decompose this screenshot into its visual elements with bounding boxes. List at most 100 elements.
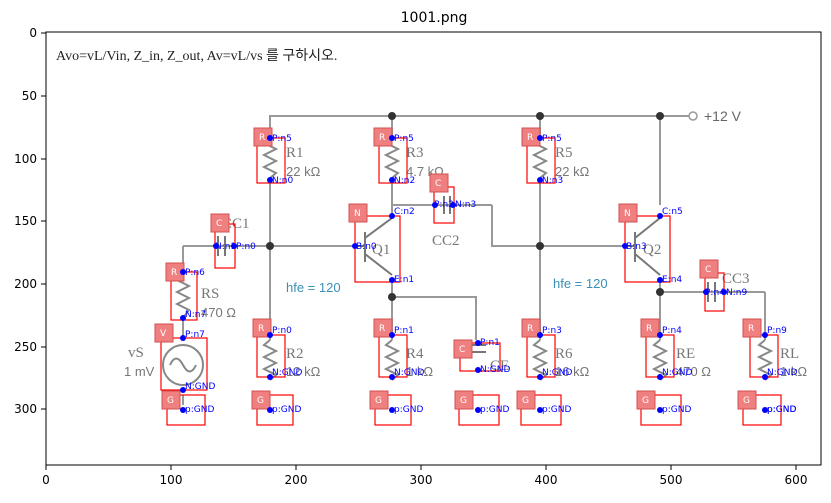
x-tick-label: 200 [285, 473, 308, 487]
x-tick-label: 600 [785, 473, 808, 487]
svg-text:N:GND: N:GND [394, 368, 424, 378]
svg-text:P:n5: P:n5 [542, 134, 562, 144]
svg-text:C: C [705, 265, 711, 275]
svg-text:B:n0: B:n0 [356, 242, 377, 252]
value-r1: 22 kΩ [286, 164, 321, 179]
value-r6: 16 kΩ [555, 364, 590, 379]
svg-text:P:n5: P:n5 [394, 134, 414, 144]
label-rs: RS [201, 286, 219, 302]
svg-text:G: G [160, 299, 167, 309]
svg-text:N:n2: N:n2 [394, 176, 415, 186]
svg-text:R: R [171, 268, 177, 278]
svg-text:P:n0: P:n0 [236, 242, 256, 252]
value-rl: 1 kΩ [780, 364, 807, 379]
svg-text:C: C [435, 179, 441, 189]
svg-text:N:GND: N:GND [480, 365, 510, 375]
svg-text:N: N [354, 209, 361, 219]
value-r5: 22 kΩ [555, 164, 590, 179]
value-re: 470 Ω [676, 364, 711, 379]
supply-label: +12 V [704, 108, 742, 124]
value-r4: 1 kΩ [406, 364, 433, 379]
svg-text:N:n3: N:n3 [455, 200, 476, 210]
supply-terminal [688, 111, 698, 121]
svg-text:P:n2: P:n2 [434, 200, 454, 210]
svg-text:P:n1: P:n1 [394, 326, 414, 336]
svg-text:N:n3: N:n3 [542, 176, 563, 186]
svg-text:p:GND: p:GND [542, 405, 571, 415]
value-rs: 470 Ω [201, 305, 236, 320]
label-r1: R1 [286, 145, 304, 161]
label-cc2: CC2 [432, 233, 460, 249]
svg-text:R: R [379, 133, 385, 143]
hfe-label-q1: hfe = 120 [286, 280, 341, 295]
hfe-label-q2: hfe = 120 [553, 276, 608, 291]
label-q1: Q1 [372, 242, 390, 258]
label-r3: R3 [406, 145, 424, 161]
detection-tags: R R R R R R R R R V C C C C N N G G G G … [154, 127, 762, 410]
svg-text:E:n4: E:n4 [662, 275, 682, 285]
pin-labels: P:n5 N:n0 P:n5 N:n2 P:n5 N:n3 P:n6 N:n7 … [185, 134, 797, 415]
svg-text:G: G [522, 396, 529, 406]
svg-text:G: G [167, 396, 174, 406]
svg-text:N:GND: N:GND [767, 368, 797, 378]
label-r6: R6 [555, 346, 573, 362]
label-r2: R2 [286, 346, 304, 362]
svg-text:N: N [624, 209, 631, 219]
ac-source [162, 344, 204, 386]
value-vs: 1 mV [124, 364, 155, 379]
label-vs: vS [128, 345, 144, 361]
svg-text:C: C [216, 219, 222, 229]
x-tick-label: 100 [160, 473, 183, 487]
svg-text:E:n1: E:n1 [394, 275, 414, 285]
pin-dots [180, 135, 768, 413]
svg-text:C:n5: C:n5 [662, 207, 683, 217]
label-q2: Q2 [643, 242, 661, 258]
svg-text:p:GND: p:GND [394, 405, 423, 415]
svg-text:P:n4: P:n4 [705, 288, 725, 298]
svg-text:P:n9: P:n9 [767, 326, 787, 336]
svg-text:N:n0: N:n0 [272, 176, 293, 186]
svg-text:R: R [527, 324, 533, 334]
y-tick-label: 200 [14, 277, 37, 291]
svg-text:P:n7: P:n7 [185, 330, 205, 340]
y-tick-label: 300 [14, 402, 37, 416]
svg-text:R: R [258, 324, 264, 334]
label-r5: R5 [555, 145, 573, 161]
svg-text:V: V [160, 329, 167, 339]
svg-text:p:GND: p:GND [662, 405, 691, 415]
transistors [355, 217, 661, 276]
value-r2: 12 kΩ [286, 364, 321, 379]
svg-text:P:n3: P:n3 [542, 326, 562, 336]
svg-text:N:GND: N:GND [272, 368, 302, 378]
x-tick-label: 400 [535, 473, 558, 487]
y-axis: 0 50 100 150 200 250 300 [14, 26, 46, 416]
y-tick-label: 0 [29, 26, 37, 40]
x-tick-label: 500 [660, 473, 683, 487]
label-rl: RL [780, 346, 799, 362]
svg-text:R: R [527, 133, 533, 143]
svg-text:C: C [459, 345, 465, 355]
component-labels: R1 22 kΩ R3 4.7 kΩ R5 22 kΩ RS 470 Ω R2 … [124, 145, 807, 379]
x-axis: 0 100 200 300 400 500 600 [42, 465, 807, 487]
x-tick-label: 0 [42, 473, 50, 487]
svg-text:G: G [375, 396, 382, 406]
label-re: RE [676, 346, 695, 362]
svg-text:N:GND: N:GND [185, 382, 215, 392]
svg-text:N:n9: N:n9 [726, 288, 747, 298]
svg-text:G: G [257, 396, 264, 406]
question-text: Avo=vL/Vin, Z_in, Z_out, Av=vL/vs 를 구하시오… [56, 48, 337, 64]
svg-text:C:n2: C:n2 [394, 207, 415, 217]
svg-text:P:n6: P:n6 [185, 268, 205, 278]
svg-text:R: R [646, 324, 652, 334]
svg-text:p:GND: p:GND [272, 405, 301, 415]
svg-text:G: G [460, 396, 467, 406]
label-cc3: CC3 [722, 271, 750, 287]
svg-text:N:GND: N:GND [662, 368, 692, 378]
y-tick-label: 250 [14, 340, 37, 354]
y-tick-label: 150 [14, 214, 37, 228]
svg-text:N:n7: N:n7 [185, 310, 206, 320]
x-tick-label: 300 [410, 473, 433, 487]
svg-text:B:n3: B:n3 [626, 242, 647, 252]
sine-icon [169, 357, 197, 373]
